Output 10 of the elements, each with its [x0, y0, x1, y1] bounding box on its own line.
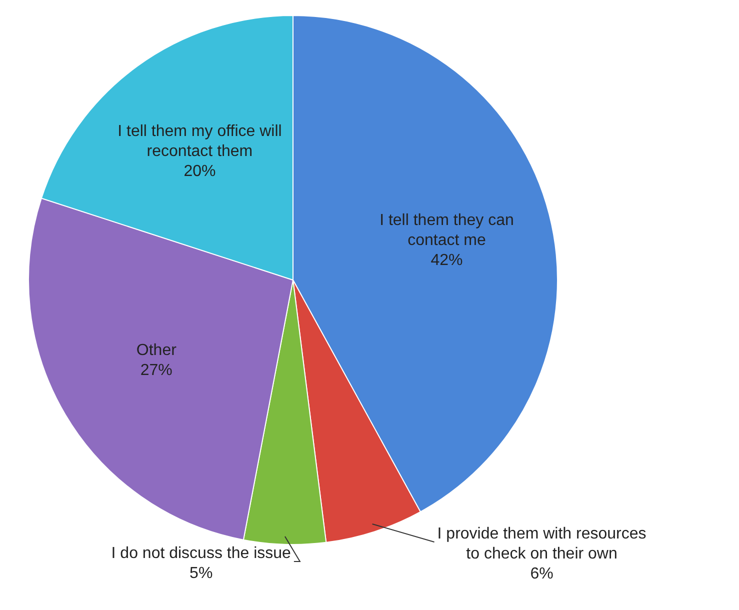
slice-label: I provide them with resources to check on their own — [437, 525, 646, 562]
data-label: 42% — [430, 252, 463, 269]
data-label: 5% — [190, 564, 213, 582]
slice-label: I do not discuss the issue — [111, 544, 292, 562]
data-label: 20% — [184, 163, 216, 180]
data-label: 6% — [530, 565, 554, 582]
data-label: 27% — [140, 362, 172, 380]
slice-label: Other — [136, 342, 178, 360]
slice-label: I tell them they can contact me — [380, 212, 514, 249]
slice-label: I tell them my office will recontact them — [118, 123, 282, 160]
